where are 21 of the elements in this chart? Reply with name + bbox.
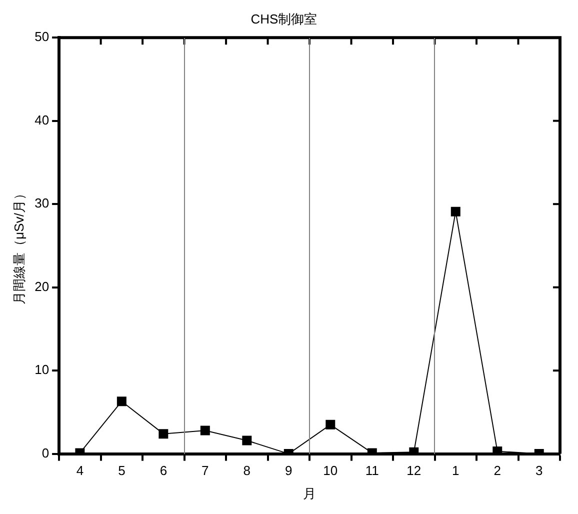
y-tick-label: 20 bbox=[34, 278, 50, 294]
x-tick-label: 2 bbox=[494, 463, 501, 478]
x-tick-label: 9 bbox=[285, 463, 292, 478]
x-axis-title: 月 bbox=[303, 486, 316, 501]
y-tick-label: 50 bbox=[34, 29, 50, 44]
x-tick-label: 11 bbox=[365, 463, 379, 478]
x-tick-label: 1 bbox=[452, 463, 460, 478]
x-tick-label: 8 bbox=[243, 463, 251, 478]
y-tick-label: 0 bbox=[42, 445, 50, 460]
x-tick-label: 7 bbox=[202, 463, 209, 478]
x-tick-label: 4 bbox=[76, 463, 84, 478]
y-tick-label: 30 bbox=[34, 196, 50, 211]
y-axis-title: 月間線量（μSv/月） bbox=[11, 187, 26, 304]
x-tick-label: 10 bbox=[323, 463, 338, 478]
y-tick-label: 10 bbox=[34, 362, 50, 378]
x-tick-label: 3 bbox=[536, 463, 543, 478]
chart-title: CHS制御室 bbox=[250, 11, 318, 26]
x-tick-label: 6 bbox=[160, 463, 168, 478]
x-tick-label: 12 bbox=[406, 463, 422, 478]
x-tick-label: 5 bbox=[118, 463, 126, 478]
y-tick-label: 40 bbox=[34, 112, 50, 128]
